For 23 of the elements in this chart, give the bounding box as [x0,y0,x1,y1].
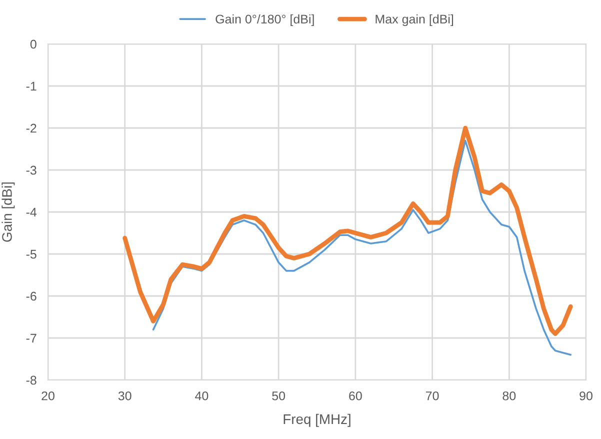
y-tick-label: -2 [26,124,36,133]
line-series [152,140,572,356]
line-series [122,126,573,336]
y-tick-label: -8 [26,376,36,385]
y-tick-label: -6 [26,292,36,301]
y-tick-label: -5 [26,250,36,259]
x-tick-label: 70 [426,391,439,400]
y-tick-label: 0 [30,40,36,49]
y-tick-label: -4 [26,208,37,217]
x-tick-label: 50 [272,391,286,400]
x-tick-label: 60 [349,391,362,400]
x-tick-label: 40 [195,391,208,400]
x-tick-label: 20 [42,391,54,400]
y-tick-label: -3 [26,166,36,175]
x-tick-label: 90 [580,391,592,400]
y-tick-label: -7 [26,334,36,343]
legend-label: Gain 0°/180° [dBi] [216,14,314,26]
x-tick-label: 30 [118,391,132,400]
legend-label: Max gain [dBi] [376,14,454,26]
x-tick-label: 80 [502,391,516,400]
y-axis-title: Gain [dBi] [2,182,15,242]
x-axis-title: Freq [MHz] [284,414,350,427]
y-tick-label: -1 [26,82,36,91]
